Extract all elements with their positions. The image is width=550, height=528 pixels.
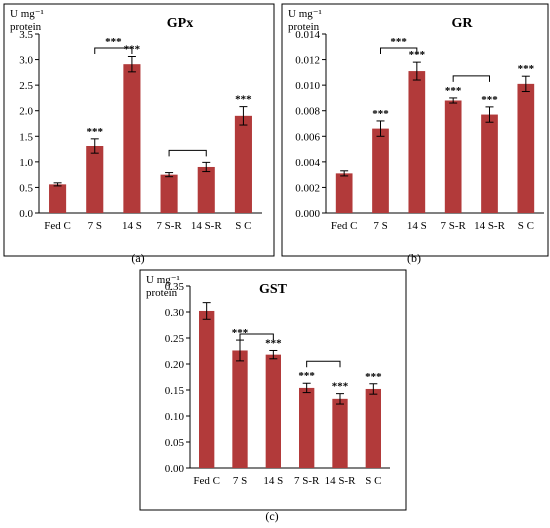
y-tick-label: 0.008 (295, 106, 320, 118)
significance-label: *** (235, 94, 252, 106)
x-tick-label: Fed C (331, 220, 358, 232)
comparison-bracket (94, 47, 133, 54)
x-tick-label: S C (235, 220, 251, 232)
bracket-significance-label: *** (105, 36, 122, 48)
x-tick-label: S C (518, 220, 534, 232)
y-tick-label: 0.10 (165, 411, 185, 423)
bar (444, 100, 462, 213)
x-tick-label: 14 S (263, 475, 283, 487)
x-tick-label: 7 S-R (440, 220, 466, 232)
significance-label: *** (372, 108, 389, 120)
bar (49, 184, 67, 213)
bar (232, 350, 248, 468)
y-tick-label: 0.004 (295, 157, 320, 169)
y-tick-label: 0.5 (19, 182, 33, 194)
panel-label: (b) (407, 251, 421, 265)
bar (332, 398, 348, 468)
comparison-bracket (239, 333, 274, 340)
significance-label: *** (332, 381, 349, 393)
y-tick-label: 0.35 (165, 281, 185, 293)
bar (517, 83, 535, 213)
bar (299, 387, 315, 468)
y-axis-unit: U mg⁻¹ (146, 274, 180, 286)
y-axis-label: protein (146, 287, 178, 299)
y-axis-unit: U mg⁻¹ (288, 8, 322, 20)
significance-label: *** (232, 327, 249, 339)
x-tick-label: 14 S-R (474, 220, 506, 232)
y-tick-label: 1.0 (19, 157, 33, 169)
y-tick-label: 2.0 (19, 106, 33, 118)
significance-label: *** (298, 370, 315, 382)
bar (86, 146, 104, 213)
bar (365, 388, 381, 468)
comparison-bracket (168, 149, 207, 157)
y-axis-unit: U mg⁻¹ (10, 8, 44, 20)
y-tick-label: 0.15 (165, 385, 185, 397)
comparison-bracket (380, 47, 418, 54)
y-tick-label: 0.006 (295, 131, 320, 143)
x-tick-label: 7 S-R (156, 220, 182, 232)
significance-label: *** (365, 371, 382, 383)
chart-title: GPx (167, 16, 193, 31)
x-tick-label: S C (365, 475, 381, 487)
y-tick-label: 0.010 (295, 80, 320, 92)
x-tick-label: 14 S-R (325, 475, 357, 487)
bar (408, 71, 426, 213)
y-tick-label: 0.05 (165, 437, 185, 449)
chart-title: GST (259, 282, 288, 297)
x-tick-label: 14 S (122, 220, 142, 232)
comparison-bracket (452, 75, 490, 82)
x-tick-label: Fed C (44, 220, 71, 232)
panel-frame (139, 269, 407, 511)
y-tick-label: 0.25 (165, 333, 185, 345)
bar (160, 174, 178, 213)
bracket-significance-label: *** (390, 36, 407, 48)
bar (265, 354, 281, 468)
bar (335, 173, 353, 213)
bar (197, 166, 215, 213)
y-axis-label: protein (10, 21, 42, 33)
panel-label: (a) (131, 251, 144, 265)
bar (199, 310, 215, 468)
y-tick-label: 1.5 (19, 131, 33, 143)
bar (234, 115, 252, 213)
x-tick-label: 7 S (233, 475, 247, 487)
x-tick-label: 14 S (407, 220, 427, 232)
y-tick-label: 0.30 (165, 307, 185, 319)
y-tick-label: 0.20 (165, 359, 185, 371)
y-tick-label: 3.0 (19, 55, 33, 67)
y-tick-label: 0.002 (295, 182, 320, 194)
y-tick-label: 3.5 (19, 29, 33, 41)
y-tick-label: 0.014 (295, 29, 320, 41)
bar (372, 128, 389, 213)
bar (481, 114, 498, 213)
y-tick-label: 0.0 (19, 208, 33, 220)
x-tick-label: 7 S-R (294, 475, 320, 487)
y-axis-label: protein (288, 21, 320, 33)
y-tick-label: 0.00 (165, 463, 185, 475)
significance-label: *** (445, 85, 462, 97)
significance-label: *** (518, 63, 535, 75)
chart-title: GR (452, 16, 474, 31)
x-tick-label: 7 S (373, 220, 387, 232)
significance-label: *** (481, 94, 498, 106)
panel-frame (3, 3, 275, 257)
x-tick-label: 7 S (88, 220, 102, 232)
significance-label: *** (265, 337, 282, 349)
x-tick-label: 14 S-R (191, 220, 223, 232)
y-tick-label: 2.5 (19, 80, 33, 92)
comparison-bracket (306, 360, 341, 368)
y-tick-label: 0.000 (295, 208, 320, 220)
panel-label: (c) (265, 509, 278, 523)
significance-label: *** (409, 49, 426, 61)
significance-label: *** (87, 126, 104, 138)
x-tick-label: Fed C (193, 475, 220, 487)
y-tick-label: 0.012 (295, 55, 320, 67)
bar (123, 64, 141, 213)
panel-frame (281, 3, 549, 257)
